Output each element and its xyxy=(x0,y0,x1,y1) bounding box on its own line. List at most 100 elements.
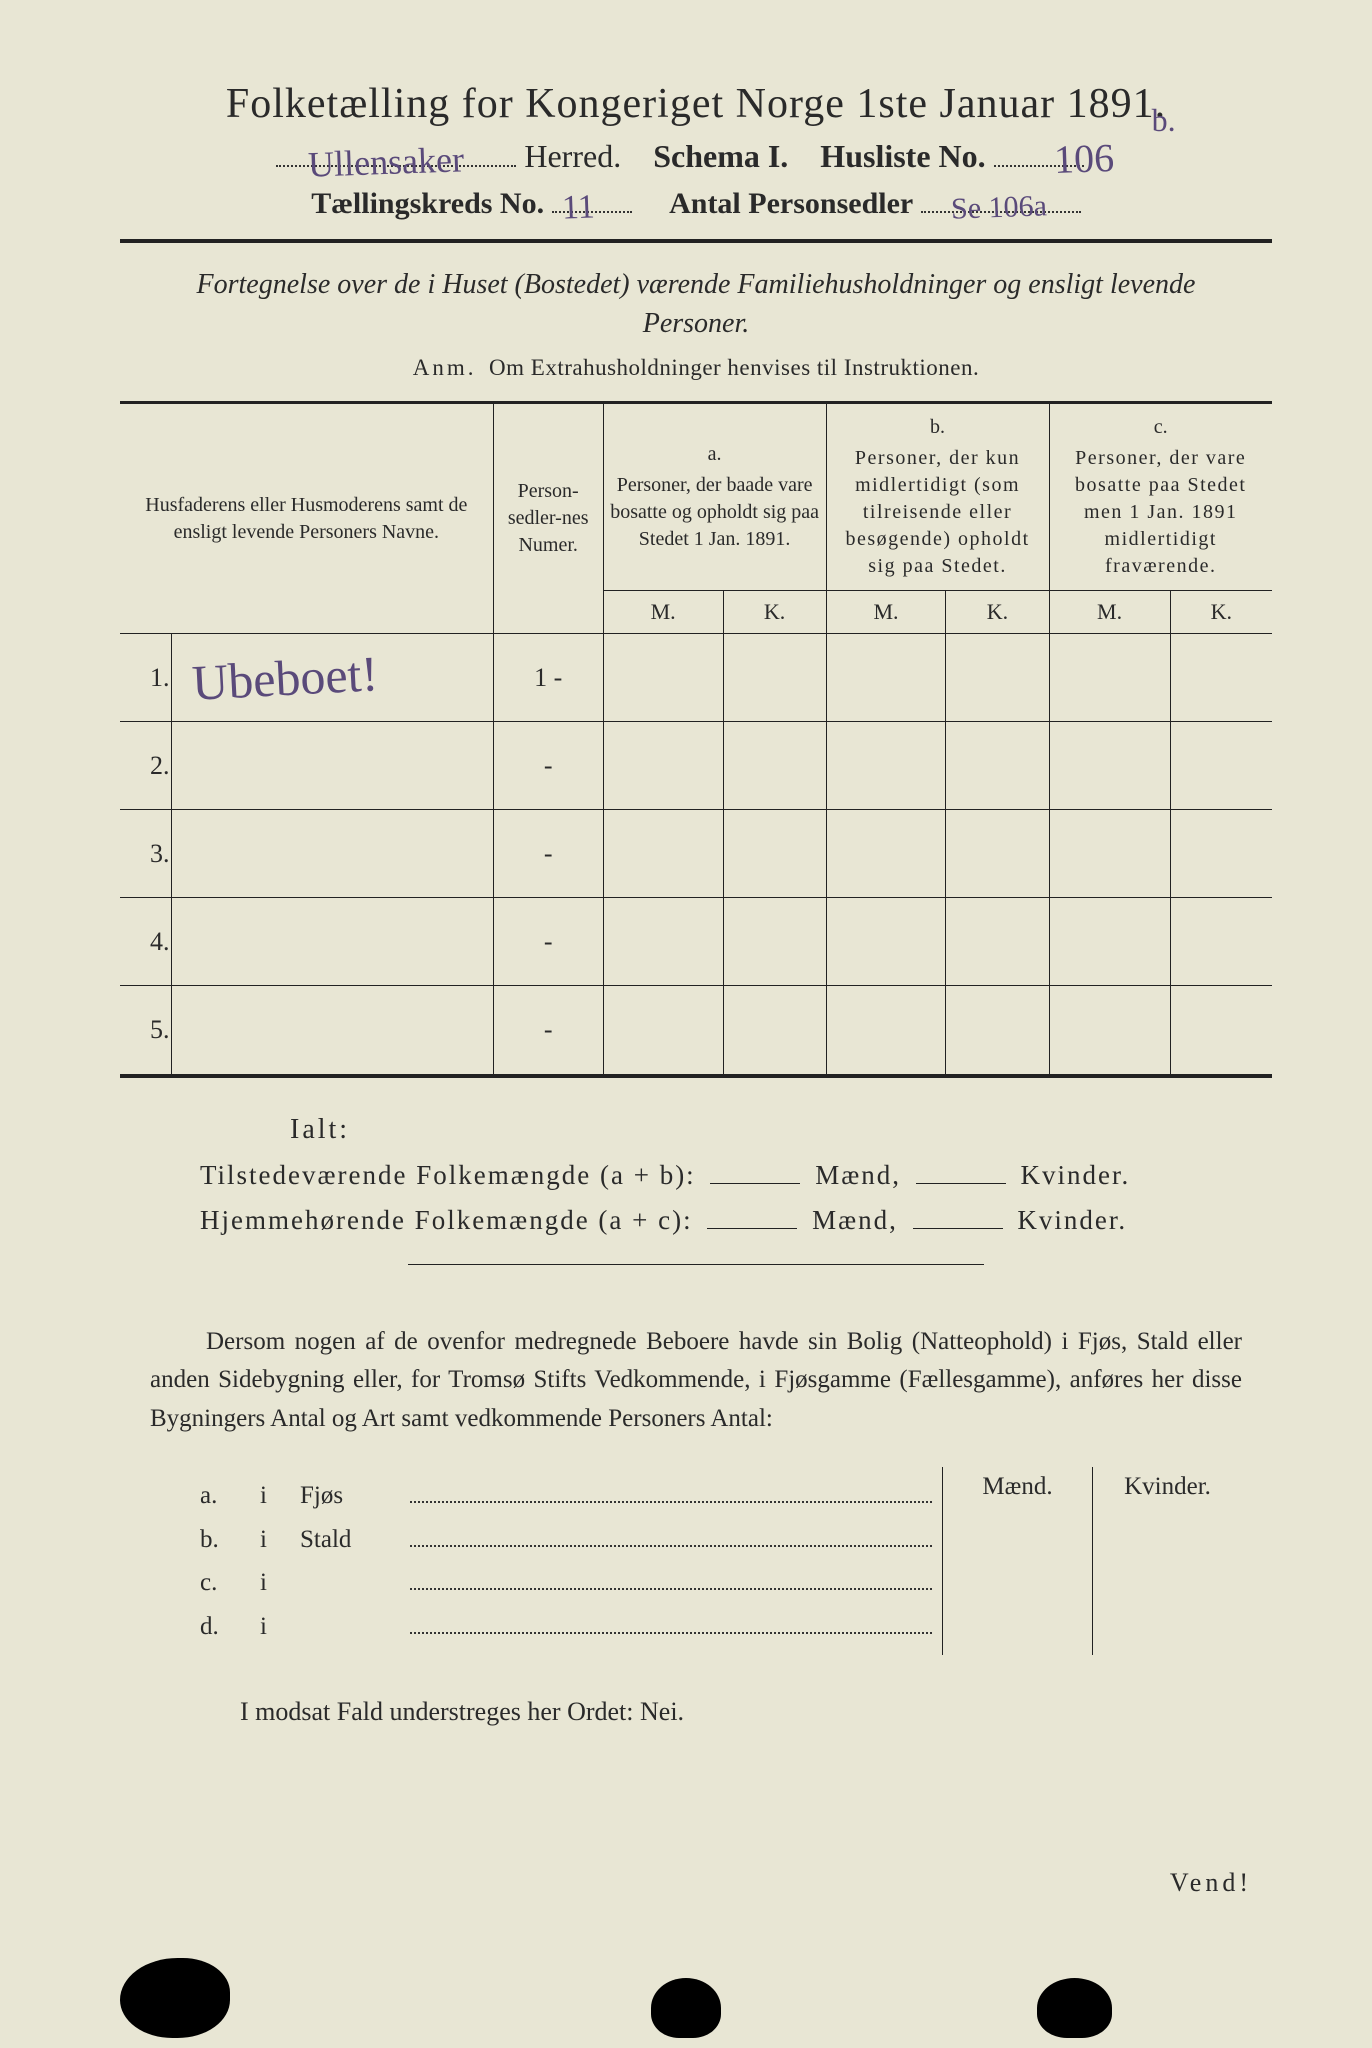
row-number: 5. xyxy=(120,986,171,1074)
cell xyxy=(1049,810,1170,898)
punch-hole-icon xyxy=(651,1978,721,2038)
cell xyxy=(1170,898,1272,986)
row-num-cell: - xyxy=(493,986,603,1074)
col-c-m: M. xyxy=(1049,591,1170,634)
cell xyxy=(723,898,826,986)
table-row: 5. - xyxy=(120,986,1272,1074)
census-table-body: 1. Ubeboet! 1 - 2. - 3. - xyxy=(120,634,1272,1074)
col-b-m: M. xyxy=(826,591,946,634)
census-table: Husfaderens eller Husmoderens samt de en… xyxy=(120,401,1272,1073)
kvinder-col: Kvinder. xyxy=(1093,1467,1242,1655)
cell xyxy=(603,898,723,986)
blank-field xyxy=(707,1228,797,1229)
husliste-label: Husliste No. xyxy=(820,138,985,174)
row-number: 4. xyxy=(120,898,171,986)
dotted-line xyxy=(410,1611,932,1634)
row-name-cell xyxy=(171,722,493,810)
cell xyxy=(826,634,946,722)
kvinder-label: Kvinder. xyxy=(1020,1160,1130,1190)
cell xyxy=(723,722,826,810)
sb-row-a: a. i Fjøs xyxy=(200,1481,942,1511)
side-building-list: a. i Fjøs b. i Stald c. i d. i xyxy=(200,1467,942,1655)
cell xyxy=(723,634,826,722)
cell xyxy=(1049,898,1170,986)
sb-d-i: i xyxy=(260,1613,300,1641)
census-form-page: Folketælling for Kongeriget Norge 1ste J… xyxy=(0,0,1372,2048)
husliste-suffix-handwritten: b. xyxy=(1152,102,1176,138)
dotted-line xyxy=(410,1481,932,1504)
cell xyxy=(946,634,1049,722)
cell xyxy=(946,986,1049,1074)
vend-label: Vend! xyxy=(1170,1868,1252,1898)
cell xyxy=(603,634,723,722)
dotted-line xyxy=(410,1524,932,1547)
dotted-line xyxy=(410,1568,932,1591)
punch-hole-icon xyxy=(120,1958,230,2038)
col-a-m: M. xyxy=(603,591,723,634)
cell xyxy=(946,722,1049,810)
sb-b-name: Stald xyxy=(300,1526,410,1554)
husliste-no-handwritten: 106 xyxy=(1053,134,1115,183)
schema-label: Schema I. xyxy=(653,138,788,174)
herred-label: Herred. xyxy=(524,138,621,174)
sum1-label: Tilstedeværende Folkemængde (a + b): xyxy=(200,1160,696,1190)
herred-handwritten: Ullensaker xyxy=(276,137,497,187)
col-a-k: K. xyxy=(723,591,826,634)
cell xyxy=(1049,634,1170,722)
col-b-text: Personer, der kun midlertidigt (som tilr… xyxy=(833,445,1043,580)
cell xyxy=(826,810,946,898)
sb-a-i: i xyxy=(260,1482,300,1510)
cell xyxy=(826,898,946,986)
col-header-b: b. Personer, der kun midlertidigt (som t… xyxy=(826,403,1049,591)
sb-b-label: b. xyxy=(200,1526,260,1554)
col-header-a: a. Personer, der baade vare bosatte og o… xyxy=(603,403,826,591)
anm-note: Anm. Om Extrahusholdninger henvises til … xyxy=(120,355,1272,381)
form-subtitle: Fortegnelse over de i Huset (Bostedet) v… xyxy=(180,265,1212,343)
personsedler-handwritten: Se 106a xyxy=(926,188,1071,227)
table-row: 3. - xyxy=(120,810,1272,898)
col-header-name: Husfaderens eller Husmoderens samt de en… xyxy=(120,403,493,634)
page-title: Folketælling for Kongeriget Norge 1ste J… xyxy=(120,80,1272,128)
cell xyxy=(826,986,946,1074)
cell xyxy=(603,986,723,1074)
cell xyxy=(826,722,946,810)
table-row: 1. Ubeboet! 1 - xyxy=(120,634,1272,722)
table-row: 4. - xyxy=(120,898,1272,986)
header-line-2: Ullensaker Herred. Schema I. Husliste No… xyxy=(120,138,1272,175)
blank-field xyxy=(916,1183,1006,1184)
maend-col: Mænd. xyxy=(943,1467,1093,1655)
sb-d-label: d. xyxy=(200,1613,260,1641)
punch-hole-icon xyxy=(1037,1978,1112,2038)
kvinder-label: Kvinder. xyxy=(1017,1205,1127,1235)
sum-line-present: Tilstedeværende Folkemængde (a + b): Mæn… xyxy=(200,1160,1272,1191)
anm-text: Om Extrahusholdninger henvises til Instr… xyxy=(489,355,979,380)
cell xyxy=(603,810,723,898)
row-num-cell: 1 - xyxy=(493,634,603,722)
sum-line-resident: Hjemmehørende Folkemængde (a + c): Mænd,… xyxy=(200,1205,1272,1236)
maend-label: Mænd, xyxy=(815,1160,901,1190)
col-c-text: Personer, der vare bosatte paa Stedet me… xyxy=(1056,445,1267,580)
side-building-section: a. i Fjøs b. i Stald c. i d. i xyxy=(200,1467,1242,1655)
sb-a-name: Fjøs xyxy=(300,1482,410,1510)
side-building-paragraph: Dersom nogen af de ovenfor medregnede Be… xyxy=(150,1323,1242,1439)
col-b-k: K. xyxy=(946,591,1049,634)
cell xyxy=(946,898,1049,986)
mid-rule xyxy=(408,1264,984,1265)
col-header-number: Person-sedler-nes Numer. xyxy=(493,403,603,634)
ialt-label: Ialt: xyxy=(290,1114,1272,1146)
row-name-cell: Ubeboet! xyxy=(171,634,493,722)
col-c-k: K. xyxy=(1170,591,1272,634)
row-num-cell: - xyxy=(493,898,603,986)
row-name-cell xyxy=(171,898,493,986)
row-name-cell xyxy=(171,810,493,898)
table-row: 2. - xyxy=(120,722,1272,810)
sb-b-i: i xyxy=(260,1526,300,1554)
cell xyxy=(1170,986,1272,1074)
col-a-text: Personer, der baade vare bosatte og opho… xyxy=(610,472,820,553)
col-header-c: c. Personer, der vare bosatte paa Stedet… xyxy=(1049,403,1272,591)
row-num-cell: - xyxy=(493,810,603,898)
row-name-cell xyxy=(171,986,493,1074)
col-c-label: c. xyxy=(1056,414,1267,441)
cell xyxy=(723,986,826,1074)
col-b-label: b. xyxy=(833,414,1043,441)
